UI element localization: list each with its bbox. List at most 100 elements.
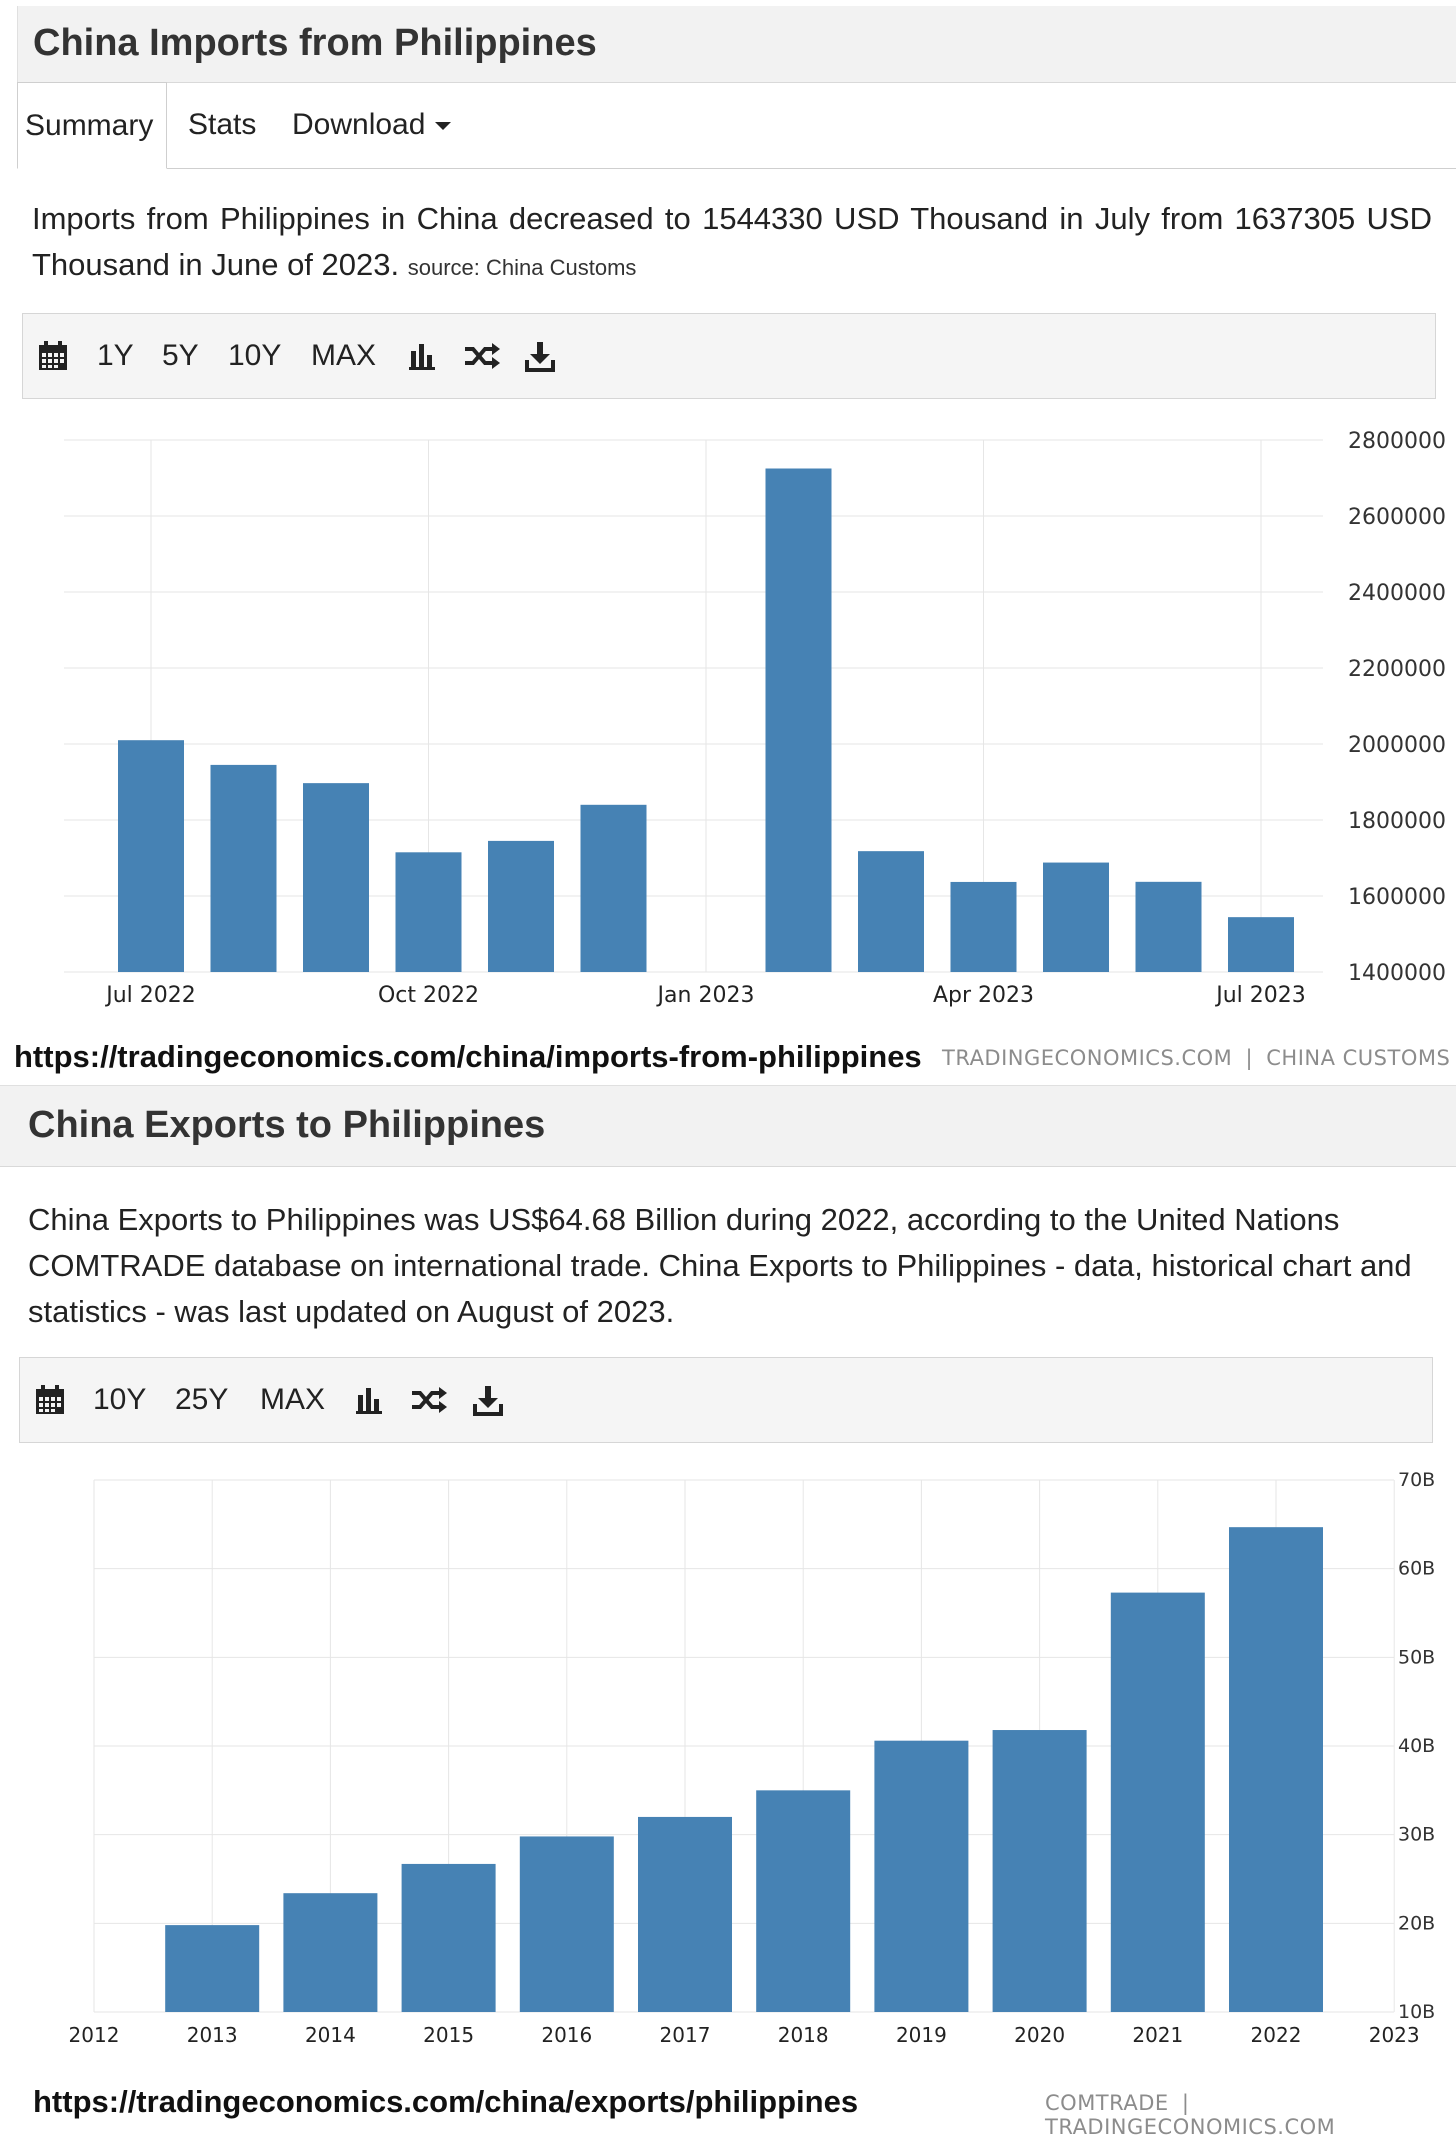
- bar-sep-2022: [303, 783, 369, 972]
- exports-bar-chart: 10B 20B 30B 40B 50B 60B 70B 2012 2013 2014 2015 201…: [0, 1460, 1456, 2065]
- y-tick-label: 1400000: [1348, 961, 1446, 986]
- bar-2020: [992, 1730, 1087, 2012]
- exports-credit-right: TRADINGECONOMICS.COM: [1045, 2115, 1336, 2139]
- tab-bar: Summary Stats Download: [17, 82, 1456, 169]
- x-tick-label: Apr 2023: [933, 983, 1034, 1008]
- shuffle-icon[interactable]: [463, 314, 501, 398]
- x-tick-label: 2016: [541, 2023, 592, 2047]
- y-tick-label: 50B: [1398, 1646, 1435, 1668]
- range-5y-button[interactable]: 5Y: [162, 339, 199, 372]
- exports-credit: COMTRADE | TRADINGECONOMICS.COM: [1045, 2091, 1456, 2139]
- shuffle-icon[interactable]: [410, 1358, 448, 1442]
- x-tick-label: 2017: [660, 2023, 711, 2047]
- x-tick-label: 2012: [69, 2023, 120, 2047]
- bar-2013: [165, 1925, 260, 2012]
- y-tick-label: 30B: [1398, 1824, 1435, 1846]
- y-tick-label: 10B: [1398, 2001, 1435, 2023]
- imports-credit-sep: |: [1245, 1046, 1254, 1070]
- bar-2018: [756, 1790, 851, 2012]
- exports-credit-left: COMTRADE: [1045, 2091, 1169, 2115]
- bar-dec-2022: [580, 804, 647, 972]
- tab-download-label: Download: [292, 108, 426, 141]
- bar-chart-icon[interactable]: [407, 314, 437, 398]
- range-max-button[interactable]: MAX: [311, 339, 377, 372]
- imports-chart-toolbar: 1Y 5Y 10Y MAX: [22, 313, 1436, 399]
- imports-credit-left: TRADINGECONOMICS.COM: [942, 1046, 1233, 1070]
- y-tick-label: 60B: [1398, 1558, 1435, 1580]
- x-tick-label: 2019: [896, 2023, 947, 2047]
- y-tick-label: 20B: [1398, 1912, 1435, 1934]
- download-icon[interactable]: [525, 314, 555, 398]
- exports-credit-sep: |: [1181, 2091, 1190, 2115]
- tab-stats-label: Stats: [188, 108, 257, 141]
- x-tick-label: 2014: [305, 2023, 356, 2047]
- x-tick-label: 2023: [1369, 2023, 1420, 2047]
- exports-description-text: China Exports to Philippines was US$64.6…: [28, 1202, 1412, 1329]
- bar-oct-2022: [395, 852, 462, 972]
- bar-nov-2022: [488, 840, 554, 972]
- x-tick-label: Jan 2023: [656, 983, 755, 1008]
- x-tick-label: Jul 2023: [1214, 983, 1306, 1008]
- bar-2015: [401, 1863, 496, 2012]
- x-tick-label: Jul 2022: [104, 983, 196, 1008]
- imports-title-bar: China Imports from Philippines: [17, 6, 1456, 83]
- tab-stats[interactable]: Stats: [188, 82, 256, 168]
- y-tick-label: 70B: [1398, 1469, 1435, 1491]
- x-tick-label: 2018: [778, 2023, 829, 2047]
- range-1y-button[interactable]: 1Y: [97, 339, 134, 372]
- y-tick-label: 40B: [1398, 1735, 1435, 1757]
- imports-description: Imports from Philippines in China decrea…: [32, 196, 1432, 291]
- range-10y-button[interactable]: 10Y: [228, 339, 282, 372]
- bar-2017: [638, 1816, 732, 2012]
- bar-apr-2023: [950, 881, 1017, 972]
- bar-may-2023: [1043, 862, 1109, 972]
- bar-jun-2023: [1135, 881, 1202, 972]
- y-tick-label: 1600000: [1348, 885, 1446, 910]
- page-title: China Imports from Philippines: [33, 22, 597, 64]
- imports-chart-svg: 1400000 1600000 1800000 2000000 2200000 24000…: [64, 429, 1446, 1008]
- exports-chart-svg: 10B 20B 30B 40B 50B 60B 70B 2012 2013 2014 2015 201…: [69, 1469, 1436, 2047]
- imports-description-text: Imports from Philippines in China decrea…: [32, 201, 1432, 282]
- range-10y-button[interactable]: 10Y: [93, 1383, 147, 1416]
- bar-2016: [519, 1836, 614, 2012]
- imports-credit: TRADINGECONOMICS.COM | CHINA CUSTOMS: [942, 1046, 1450, 1070]
- tab-summary[interactable]: Summary: [17, 82, 167, 169]
- exports-title-bar: China Exports to Philippines: [0, 1085, 1456, 1167]
- y-tick-label: 2400000: [1348, 581, 1446, 606]
- bar-aug-2022: [210, 764, 277, 972]
- y-tick-label: 2800000: [1348, 429, 1446, 454]
- calendar-icon[interactable]: [37, 314, 69, 398]
- exports-description: China Exports to Philippines was US$64.6…: [28, 1197, 1438, 1335]
- y-tick-label: 2600000: [1348, 505, 1446, 530]
- bar-2022: [1229, 1527, 1323, 2012]
- calendar-icon[interactable]: [34, 1358, 66, 1442]
- bar-2021: [1110, 1592, 1205, 2012]
- tab-summary-label: Summary: [25, 109, 154, 142]
- range-max-button[interactable]: MAX: [260, 1383, 326, 1416]
- bar-jul-2022: [118, 740, 184, 972]
- tab-download[interactable]: Download: [292, 82, 452, 168]
- bar-chart-icon[interactable]: [354, 1358, 384, 1442]
- imports-source-url: https://tradingeconomics.com/china/impor…: [14, 1039, 922, 1074]
- y-tick-label: 2200000: [1348, 657, 1446, 682]
- bar-2019: [874, 1740, 969, 2012]
- x-tick-label: 2015: [423, 2023, 474, 2047]
- bar-mar-2023: [858, 851, 924, 972]
- bar-feb-2023: [765, 468, 832, 972]
- exports-source-url: https://tradingeconomics.com/china/expor…: [33, 2084, 859, 2119]
- caret-down-icon: [435, 122, 452, 131]
- bar-2014: [283, 1893, 378, 2012]
- exports-chart-toolbar: 10Y 25Y MAX: [19, 1357, 1433, 1443]
- exports-page-title: China Exports to Philippines: [28, 1104, 546, 1146]
- range-25y-button[interactable]: 25Y: [175, 1383, 229, 1416]
- imports-credit-right: CHINA CUSTOMS: [1266, 1046, 1451, 1070]
- bar-jul-2023: [1228, 917, 1294, 972]
- x-tick-label: 2013: [187, 2023, 238, 2047]
- source-label: source: China Customs: [407, 255, 637, 280]
- x-tick-label: 2020: [1014, 2023, 1065, 2047]
- download-icon[interactable]: [473, 1358, 503, 1442]
- x-tick-label: Oct 2022: [378, 983, 479, 1008]
- x-tick-label: 2021: [1132, 2023, 1183, 2047]
- x-tick-label: 2022: [1251, 2023, 1302, 2047]
- y-tick-label: 1800000: [1348, 809, 1446, 834]
